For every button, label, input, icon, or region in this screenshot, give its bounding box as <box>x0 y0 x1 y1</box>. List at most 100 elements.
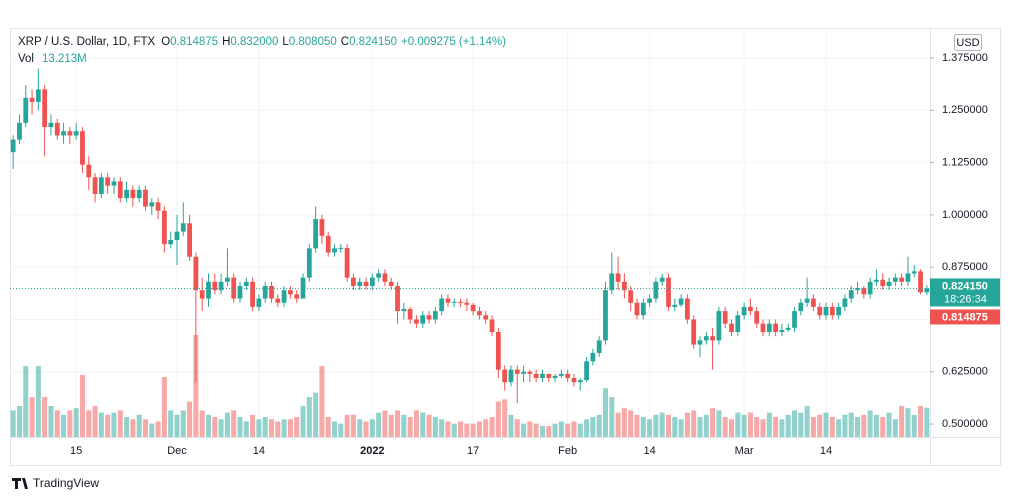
volume-bar <box>319 366 325 437</box>
volume-bar <box>521 423 527 437</box>
currency-box[interactable] <box>954 34 982 51</box>
candle-body <box>281 290 287 303</box>
candle-body <box>111 181 117 186</box>
volume-bar <box>369 419 375 437</box>
volume-bar <box>754 417 760 437</box>
candle-body <box>722 311 728 324</box>
candle-body <box>672 304 678 307</box>
candle-body <box>495 332 501 370</box>
x-tick-label: 15 <box>70 445 82 457</box>
candle-body <box>193 256 199 291</box>
candle-body <box>609 273 615 291</box>
candle-body <box>653 281 659 299</box>
candle-body <box>691 319 697 345</box>
candle-body <box>363 281 369 286</box>
candle-body <box>703 336 709 341</box>
volume-bar <box>61 414 67 437</box>
candle-body <box>477 311 482 316</box>
candle-body <box>880 279 886 286</box>
candle-body <box>817 306 823 316</box>
candle-body <box>584 361 589 381</box>
volume-bar <box>231 410 237 437</box>
volume-bar <box>193 335 199 437</box>
candle-body <box>414 319 419 324</box>
volume-bar <box>16 405 22 437</box>
currency[interactable]: USD <box>956 37 979 49</box>
volume-bar <box>659 412 665 437</box>
candle-body <box>603 290 608 341</box>
candle-body <box>388 281 394 286</box>
volume-bar <box>224 412 230 437</box>
volume-bar <box>338 423 344 437</box>
candle-body <box>92 177 98 194</box>
candle-body <box>382 273 388 282</box>
volume-bar <box>703 414 709 437</box>
volume-bar <box>382 410 388 437</box>
volume-bar <box>237 417 243 437</box>
volume-bar <box>911 414 917 437</box>
candle-body <box>168 239 174 245</box>
candle-body <box>35 89 41 102</box>
volume-bar <box>836 419 842 437</box>
candle-body <box>565 373 571 379</box>
volume-bar <box>306 397 312 437</box>
candle-body <box>804 298 810 303</box>
volume-bar <box>205 414 212 437</box>
volume-bar <box>665 414 672 437</box>
volume-bar <box>886 412 892 437</box>
volume-bar <box>697 417 703 437</box>
candle-body <box>792 311 797 328</box>
volume-bar <box>747 412 753 437</box>
volume-bar <box>464 423 470 437</box>
volume-bar <box>779 419 785 437</box>
candle-body <box>42 89 48 128</box>
candle-body <box>634 302 640 316</box>
volume-bar <box>905 408 911 437</box>
candle-body <box>199 290 205 299</box>
volume-bar <box>892 419 898 437</box>
candle-body <box>540 373 545 379</box>
symbol: XRP / U.S. Dollar, 1D, FTX <box>18 36 156 48</box>
volume-bar <box>212 417 218 437</box>
volume-bar <box>111 412 117 437</box>
volume-bar <box>760 419 766 437</box>
volume-bar <box>653 414 659 437</box>
volume-bar <box>577 423 583 437</box>
volume-bar <box>628 410 634 437</box>
candle-body <box>67 131 73 136</box>
candle-body <box>231 277 237 299</box>
volume-bar <box>268 419 275 437</box>
candle-body <box>445 298 451 303</box>
x-tick-label: Feb <box>558 445 577 457</box>
candle-body <box>905 273 911 282</box>
field-value: 0.824150 <box>349 36 397 48</box>
candle-body <box>760 323 766 333</box>
field-key: C <box>341 36 349 48</box>
candle-body <box>918 271 923 293</box>
candle-body <box>332 248 337 253</box>
brand-logo <box>12 478 28 489</box>
volume-bar <box>792 410 798 437</box>
volume-bar <box>634 414 640 437</box>
candle-body <box>470 304 476 312</box>
volume-bar <box>155 421 161 437</box>
candle-body <box>206 281 211 299</box>
volume-bar <box>880 417 886 437</box>
candle-body <box>395 285 400 312</box>
candle-body <box>117 181 123 199</box>
candle-body <box>161 210 167 245</box>
candle-body <box>596 340 602 353</box>
volume-bar <box>142 419 148 437</box>
volume-bar <box>785 414 791 437</box>
candle-body <box>23 97 29 123</box>
candle-body <box>502 369 508 383</box>
y-tick-label: 0.875000 <box>942 261 988 273</box>
candle-body <box>911 271 917 274</box>
volume-bar <box>647 419 653 437</box>
candle-body <box>552 375 558 379</box>
volume-bar <box>621 408 627 437</box>
volume-bar <box>407 417 413 437</box>
candle-body <box>855 288 860 291</box>
candle-body <box>86 164 92 178</box>
